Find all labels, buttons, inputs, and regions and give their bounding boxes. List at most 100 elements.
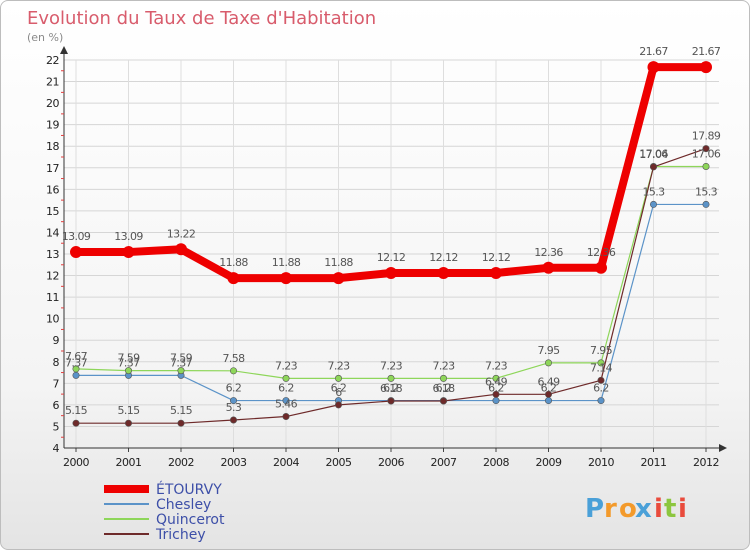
x-axis-arrow [719, 444, 727, 452]
data-point-tourvy [700, 61, 712, 74]
data-point-tourvy [490, 266, 502, 279]
data-label-chesley: 7.37 [65, 356, 88, 369]
data-label-tourvy: 12.36 [534, 246, 563, 259]
data-label-tourvy: 13.09 [114, 230, 143, 243]
logo-letter: x [635, 494, 652, 524]
data-label-quincerot: 7.95 [590, 344, 613, 357]
data-point-trichey [282, 413, 290, 421]
data-label-tourvy: 12.36 [587, 246, 616, 259]
data-label-chesley: 6.2 [383, 382, 399, 395]
legend-entry-label: Chesley [156, 497, 211, 513]
data-point-quincerot [702, 162, 710, 170]
data-label-quincerot: 7.23 [485, 359, 508, 372]
y-tick-label: 14 [46, 226, 59, 239]
data-point-trichey [387, 397, 395, 405]
y-axis-unit: (en %) [27, 31, 63, 44]
data-point-trichey [492, 390, 500, 398]
data-label-quincerot: 7.23 [327, 359, 350, 372]
data-point-chesley [649, 200, 657, 208]
logo-letter: P [585, 494, 604, 524]
data-point-trichey [230, 416, 238, 424]
logo-letter: o [619, 494, 637, 524]
data-label-trichey: 5.46 [275, 398, 298, 411]
data-point-chesley [544, 397, 552, 405]
logo-letter: r [604, 494, 617, 524]
data-point-tourvy [385, 266, 397, 279]
data-label-quincerot: 7.67 [65, 350, 88, 363]
data-point-chesley [72, 371, 80, 379]
data-point-quincerot [230, 367, 238, 375]
data-label-chesley: 6.2 [436, 382, 452, 395]
y-tick-label: 15 [46, 205, 59, 218]
x-tick-label: 2002 [168, 456, 194, 469]
data-point-trichey [72, 419, 80, 427]
axes: 4 5 6 7 8 9 10 11 12 13 14 15 16 17 18 19 20 21 22 2000 2001… [46, 46, 727, 469]
data-label-chesley: 6.2 [278, 382, 294, 395]
logo-letter: i [654, 494, 663, 524]
y-tick-label: 4 [53, 442, 60, 455]
data-label-chesley: 6.2 [593, 382, 609, 395]
data-label-trichey: 5.15 [170, 404, 193, 417]
y-tick-label: 13 [46, 248, 59, 261]
data-label-trichey: 17.04 [639, 148, 668, 161]
data-point-tourvy [595, 261, 607, 274]
data-label-chesley: 6.2 [488, 382, 504, 395]
data-point-quincerot [492, 374, 500, 382]
data-label-trichey: 6 [335, 386, 342, 399]
data-point-tourvy [437, 266, 450, 279]
data-point-quincerot [387, 374, 395, 382]
chart-title: Evolution du Taux de Taxe d'Habitation [27, 8, 376, 29]
data-point-quincerot [439, 374, 447, 382]
data-point-quincerot [125, 367, 133, 375]
data-point-tourvy [122, 246, 135, 259]
data-label-chesley: 6.2 [541, 382, 557, 395]
data-label-trichey: 5.3 [226, 401, 242, 414]
data-labels: 13.09 13.09 13.22 11.88 11.88 11.88 12.12 12.12… [62, 45, 722, 417]
x-tick-label: 2004 [273, 456, 299, 469]
data-label-tourvy: 12.12 [482, 251, 511, 264]
y-axis-arrow [60, 46, 68, 54]
data-label-tourvy: 13.22 [167, 227, 196, 240]
data-point-tourvy [280, 272, 292, 285]
data-label-trichey: 6.49 [485, 375, 508, 388]
x-tick-label: 2008 [483, 456, 509, 469]
data-label-trichey: 5.15 [65, 404, 88, 417]
data-label-chesley: 15.3 [695, 185, 718, 198]
data-point-trichey [649, 163, 657, 171]
data-label-trichey: 6.18 [380, 382, 403, 395]
x-tick-label: 2009 [536, 456, 562, 469]
data-label-chesley: 7.37 [117, 356, 140, 369]
y-tick-label: 7 [53, 377, 60, 390]
data-label-quincerot: 17.06 [692, 147, 721, 160]
data-label-tourvy: 13.09 [62, 230, 91, 243]
data-label-chesley: 6.2 [226, 382, 242, 395]
y-tick-label: 12 [46, 270, 59, 283]
x-tick-label: 2005 [326, 456, 352, 469]
y-tick-label: 10 [46, 313, 59, 326]
x-tick-label: 2012 [693, 456, 719, 469]
x-tick-label: 2001 [116, 456, 142, 469]
y-tick-label: 22 [46, 54, 59, 67]
legend-entry-label: Trichey [155, 527, 206, 543]
legend-entry-label: ÉTOURVY [156, 481, 222, 498]
data-label-tourvy: 11.88 [324, 256, 353, 269]
y-tick-label: 20 [46, 97, 59, 110]
series-group [70, 61, 712, 427]
data-point-trichey [544, 390, 552, 398]
x-tick-label: 2007 [431, 456, 457, 469]
y-tick-label: 6 [53, 399, 60, 412]
x-tick-label: 2006 [378, 456, 404, 469]
data-point-tourvy [647, 61, 660, 74]
x-tick-label: 2010 [588, 456, 614, 469]
y-tick-label: 21 [46, 76, 59, 89]
data-label-quincerot: 7.58 [222, 352, 245, 365]
data-label-tourvy: 21.67 [692, 45, 721, 58]
data-point-quincerot [72, 365, 80, 373]
data-point-trichey [439, 397, 447, 405]
data-label-chesley: 6.2 [331, 382, 347, 395]
data-label-quincerot: 7.23 [275, 359, 298, 372]
data-label-quincerot: 7.23 [432, 359, 455, 372]
